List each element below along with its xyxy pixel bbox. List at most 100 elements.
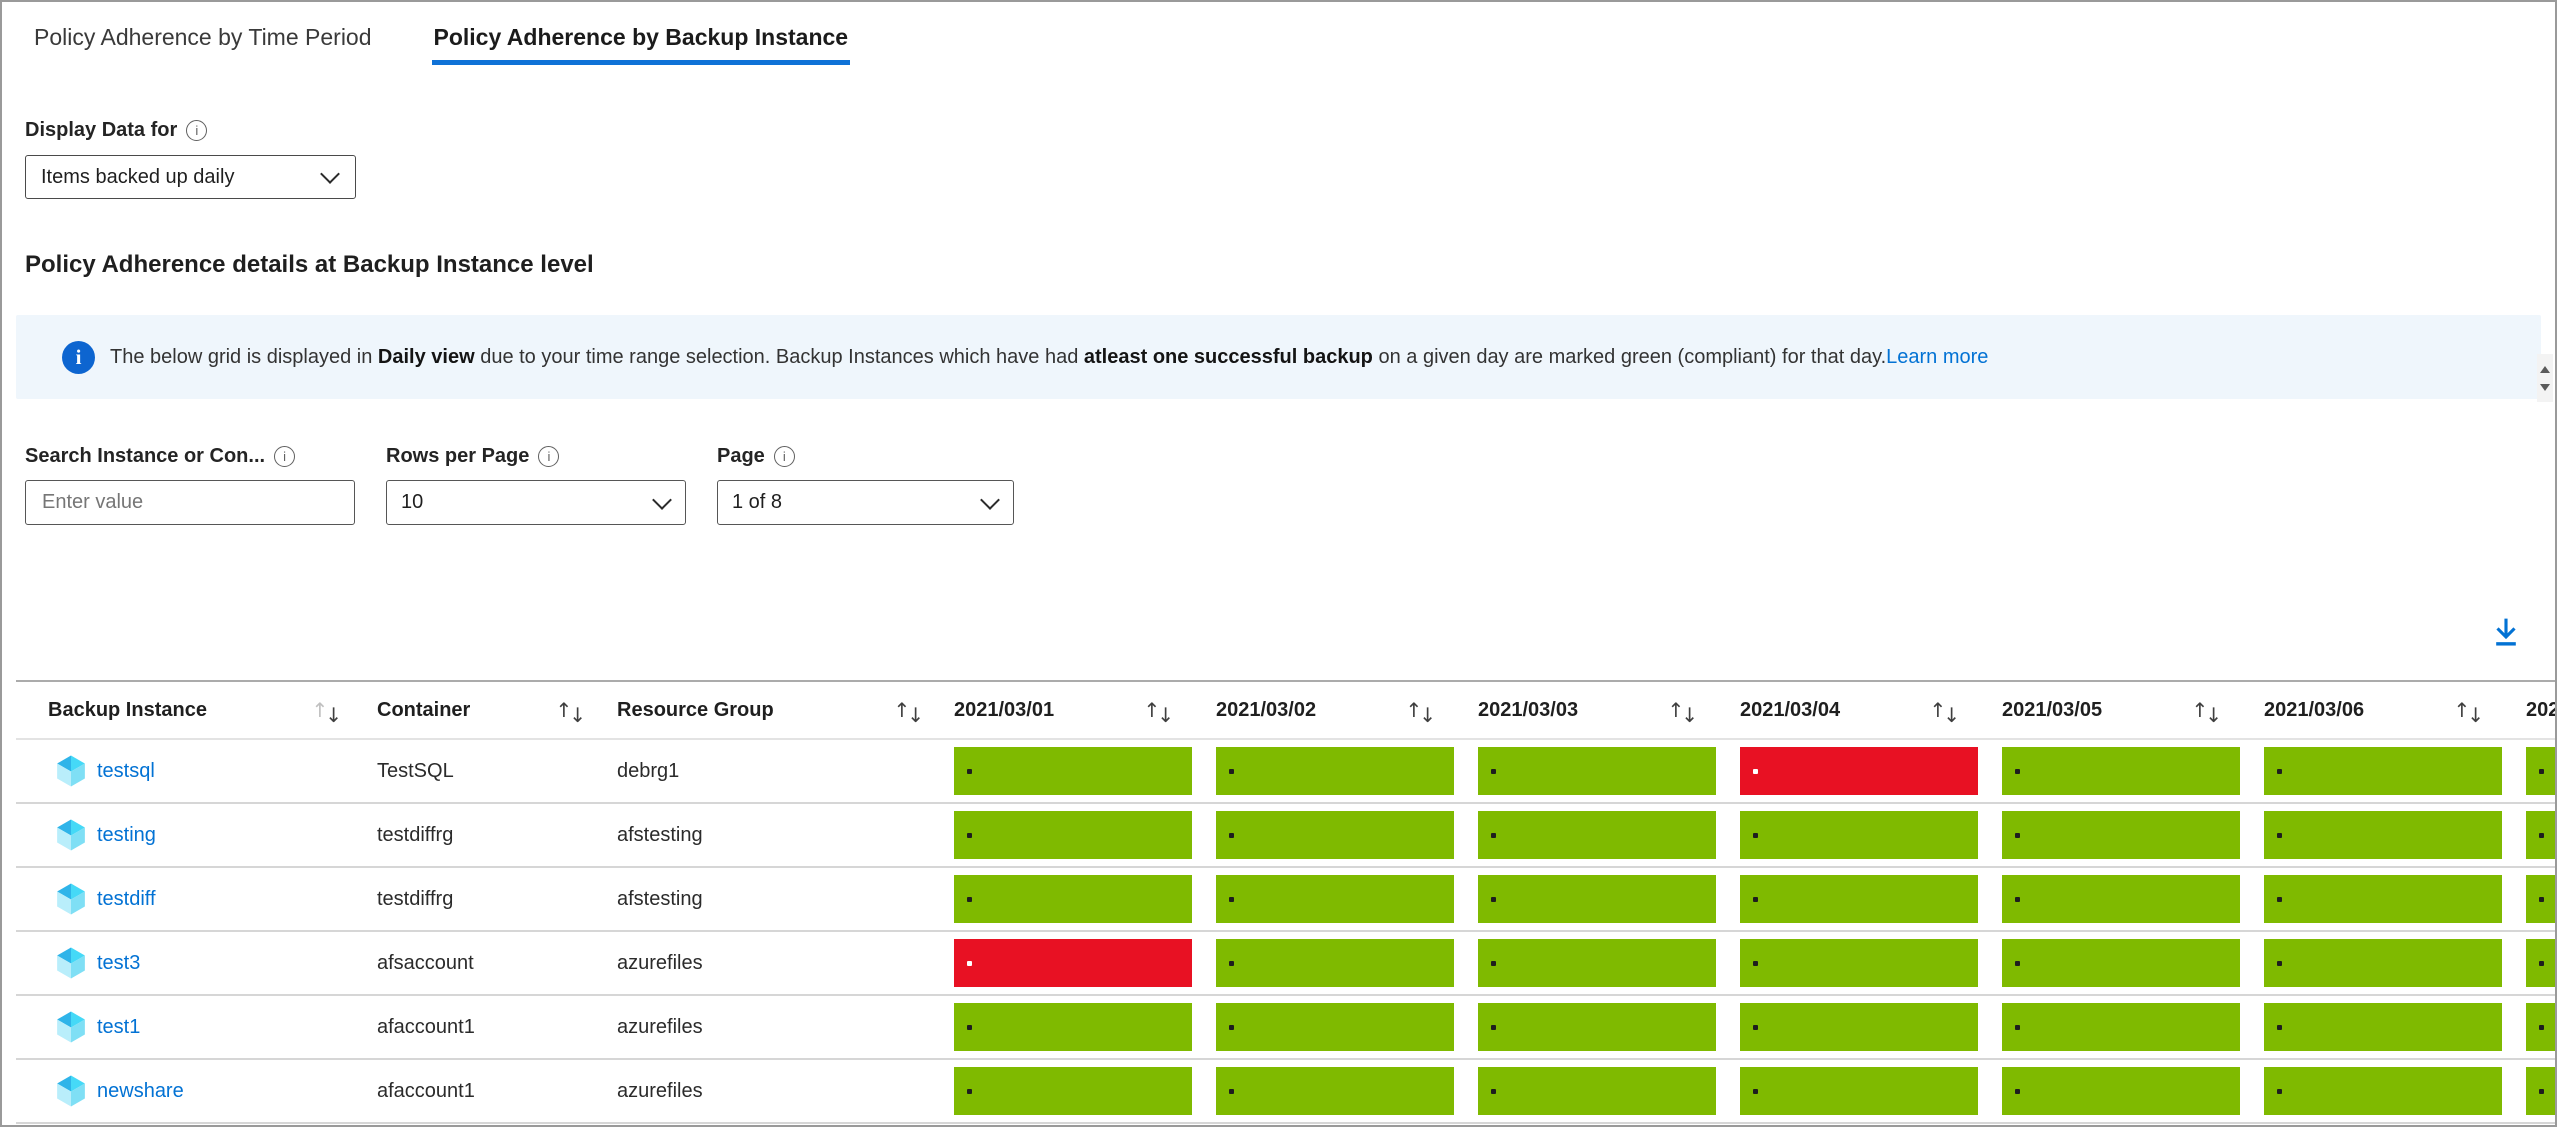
table-row-test3: test3 afsaccount azurefiles — [16, 932, 2555, 996]
daily-status-cell — [1214, 1003, 1476, 1051]
sort-icon[interactable]: ↑ ↓ — [1143, 698, 1174, 727]
daily-status-cell — [1738, 811, 2000, 859]
status-dot — [2015, 1088, 2020, 1094]
daily-status-cell — [1476, 747, 1738, 795]
status-dot — [2277, 768, 2282, 774]
status-block-compliant — [2526, 747, 2555, 795]
tab-bar: Policy Adherence by Time Period Policy A… — [32, 18, 2555, 65]
daily-status-cell — [1738, 1067, 2000, 1115]
status-dot — [2277, 832, 2282, 838]
tab-policy-adherence-by-time-period[interactable]: Policy Adherence by Time Period — [34, 24, 372, 50]
status-dot — [1491, 896, 1496, 902]
daily-status-cell — [2262, 811, 2524, 859]
daily-status-cell — [1476, 939, 1738, 987]
status-block-compliant — [1740, 939, 1978, 987]
container-cell: testdiffrg — [377, 887, 454, 910]
status-block-compliant — [954, 811, 1192, 859]
column-header-label: 2021/03/04 — [1740, 698, 1841, 721]
status-block-compliant — [1740, 811, 1978, 859]
status-block-compliant — [2002, 875, 2240, 923]
tab-policy-adherence-by-backup-instance[interactable]: Policy Adherence by Backup Instance — [431, 18, 851, 65]
sort-icon[interactable]: ↑ ↓ — [2453, 698, 2484, 727]
rows-per-page-dropdown[interactable]: 10 — [386, 480, 686, 525]
display-data-for-field: Display Data for i Items backed up daily — [25, 119, 2555, 199]
download-button[interactable] — [2488, 610, 2524, 656]
scroll-down-icon[interactable] — [2540, 383, 2550, 391]
status-block-compliant — [1216, 747, 1454, 795]
daily-status-cell — [1476, 1003, 1738, 1051]
info-banner-icon: i — [62, 340, 95, 374]
resource-group-cell: afstesting — [617, 887, 703, 910]
status-block-compliant — [1216, 875, 1454, 923]
backup-instance-link[interactable]: test1 — [97, 1015, 141, 1038]
display-data-for-label: Display Data for — [25, 119, 178, 141]
daily-status-cell — [952, 875, 1214, 923]
status-dot — [2015, 896, 2020, 902]
status-dot — [1491, 1088, 1496, 1094]
backup-instance-link[interactable]: test3 — [97, 951, 141, 974]
backup-instance-link[interactable]: newshare — [97, 1079, 184, 1102]
info-icon[interactable]: i — [186, 120, 208, 141]
banner-text-segment: due to your time range selection. Backup… — [474, 345, 1084, 368]
banner-text-segment: Daily view — [377, 345, 475, 368]
daily-status-cell — [1214, 811, 1476, 859]
page-label: Page — [717, 445, 765, 467]
page-value: 1 of 8 — [732, 491, 783, 513]
status-dot — [1753, 896, 1758, 902]
info-icon[interactable]: i — [274, 446, 296, 467]
info-icon[interactable]: i — [773, 446, 795, 467]
column-header-resource-group[interactable]: Resource Group ↑ ↓ — [612, 698, 952, 727]
grid-body: testsql TestSQL debrg1 testing testdiffrg afs… — [16, 740, 2555, 1124]
learn-more-link[interactable]: Learn more — [1886, 345, 1989, 368]
sort-icon[interactable]: ↑ ↓ — [555, 698, 586, 727]
daily-status-cell — [2524, 1067, 2555, 1115]
column-header-2021-03-06[interactable]: 2021/03/06 ↑ ↓ — [2262, 698, 2524, 727]
backup-instance-icon — [57, 947, 85, 979]
display-data-for-dropdown[interactable]: Items backed up daily — [25, 155, 356, 199]
rows-per-page-group: Rows per Page i 10 — [386, 445, 686, 525]
status-dot — [1229, 960, 1234, 966]
column-header-2021-03-02[interactable]: 2021/03/02 ↑ ↓ — [1214, 698, 1476, 727]
sort-icon[interactable]: ↑ ↓ — [1667, 698, 1698, 727]
column-header-2021-03-07[interactable]: 2021/03/07↑↓ — [2524, 698, 2555, 722]
sort-icon[interactable]: ↑ ↓ — [1405, 698, 1436, 727]
table-row-testdiff: testdiff testdiffrg afstesting — [16, 868, 2555, 932]
column-header-2021-03-04[interactable]: 2021/03/04 ↑ ↓ — [1738, 698, 2000, 727]
status-dot — [1753, 960, 1758, 966]
sort-icon[interactable]: ↑ ↓ — [2191, 698, 2222, 727]
daily-status-cell — [1476, 1067, 1738, 1115]
status-block-compliant — [1478, 747, 1716, 795]
status-block-compliant — [954, 1067, 1192, 1115]
daily-status-cell — [2262, 939, 2524, 987]
daily-status-cell — [2000, 875, 2262, 923]
daily-status-cell — [2000, 1067, 2262, 1115]
search-input[interactable] — [40, 490, 338, 515]
column-header-label: 2021/03/06 — [2264, 698, 2365, 721]
column-header-backup-instance[interactable]: Backup Instance ↑ ↓ — [16, 698, 372, 727]
scroll-up-icon[interactable] — [2540, 365, 2550, 373]
page-group: Page i 1 of 8 — [717, 445, 1014, 525]
info-icon[interactable]: i — [538, 446, 560, 467]
status-dot — [1491, 960, 1496, 966]
page-dropdown[interactable]: 1 of 8 — [717, 480, 1014, 525]
column-header-2021-03-01[interactable]: 2021/03/01 ↑ ↓ — [952, 698, 1214, 727]
backup-instance-link[interactable]: testdiff — [97, 887, 156, 910]
sort-icon[interactable]: ↑ ↓ — [1929, 698, 1960, 727]
table-row-newshare: newshare afaccount1 azurefiles — [16, 1060, 2555, 1124]
status-block-compliant — [2264, 875, 2502, 923]
column-header-2021-03-05[interactable]: 2021/03/05 ↑ ↓ — [2000, 698, 2262, 727]
status-block-compliant — [2002, 747, 2240, 795]
status-dot — [1229, 832, 1234, 838]
backup-instance-link[interactable]: testsql — [97, 759, 155, 782]
backup-instance-link[interactable]: testing — [97, 823, 156, 846]
sort-icon[interactable]: ↑ ↓ — [893, 698, 924, 727]
column-header-2021-03-03[interactable]: 2021/03/03 ↑ ↓ — [1476, 698, 1738, 727]
status-block-compliant — [2264, 747, 2502, 795]
scroll-spinner[interactable] — [2537, 354, 2553, 402]
column-header-container[interactable]: Container ↑ ↓ — [372, 698, 612, 727]
status-block-non-compliant — [954, 939, 1192, 987]
rows-per-page-label: Rows per Page — [386, 445, 530, 467]
download-icon — [2496, 618, 2516, 646]
sort-icon[interactable]: ↑ ↓ — [311, 698, 342, 727]
container-cell: testdiffrg — [377, 823, 454, 846]
